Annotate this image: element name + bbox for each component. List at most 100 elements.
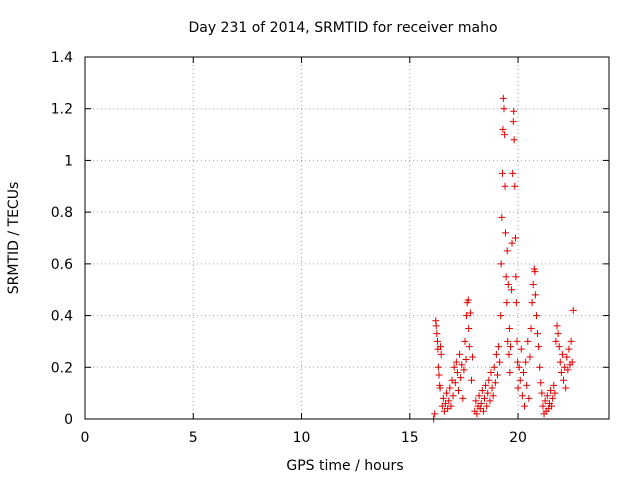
x-tick-label: 0 — [81, 430, 90, 446]
plot-frame — [84, 56, 610, 420]
data-point — [505, 325, 513, 332]
data-point — [552, 337, 560, 345]
data-point — [437, 343, 445, 351]
data-point — [485, 376, 493, 384]
data-point — [450, 363, 458, 371]
data-point — [550, 381, 558, 389]
data-point — [511, 182, 519, 190]
data-point — [564, 366, 572, 374]
data-point — [506, 343, 514, 351]
data-point — [455, 387, 463, 395]
data-point — [449, 392, 457, 400]
data-point — [548, 402, 556, 410]
y-axis-title: SRMTID / TECUs — [6, 182, 22, 295]
data-point — [543, 392, 551, 400]
data-point — [464, 296, 472, 304]
data-point — [501, 229, 509, 237]
data-point — [488, 384, 496, 392]
y-tick-label: 1 — [64, 153, 73, 169]
data-point — [523, 381, 531, 389]
data-point — [514, 358, 522, 366]
data-point — [502, 273, 510, 281]
data-point — [486, 397, 494, 405]
data-point — [510, 107, 518, 115]
data-point — [513, 337, 521, 345]
y-tick-label: 0.8 — [51, 205, 73, 221]
data-point — [459, 394, 467, 402]
data-point — [505, 350, 513, 358]
y-tick-label: 0 — [64, 412, 73, 428]
x-tick-label: 15 — [401, 430, 419, 446]
data-points — [430, 94, 577, 423]
data-point — [512, 273, 520, 281]
data-point — [510, 136, 518, 144]
data-point — [498, 213, 506, 221]
data-point — [522, 358, 530, 366]
data-point — [563, 353, 571, 361]
data-point — [489, 392, 497, 400]
data-point — [568, 358, 576, 366]
data-point — [519, 368, 527, 376]
data-point — [539, 402, 547, 410]
data-point — [445, 397, 453, 405]
data-point — [496, 358, 504, 366]
data-point — [509, 169, 517, 177]
data-point — [536, 363, 544, 371]
y-tick-label: 0.2 — [51, 360, 73, 376]
data-point — [434, 337, 442, 345]
data-point — [480, 394, 488, 402]
data-point — [509, 118, 517, 126]
y-tick-label: 0.6 — [51, 257, 73, 273]
data-point — [515, 363, 523, 371]
data-point — [487, 368, 495, 376]
data-point — [512, 299, 520, 307]
data-point — [447, 402, 455, 410]
data-point — [477, 399, 485, 407]
data-point — [565, 345, 573, 353]
data-point — [541, 397, 549, 405]
data-point — [460, 366, 468, 374]
data-point — [452, 358, 460, 366]
x-tick-label: 10 — [293, 430, 311, 446]
data-point — [511, 234, 519, 242]
data-point — [498, 169, 506, 177]
data-point — [456, 350, 464, 358]
data-point — [504, 281, 512, 289]
data-point — [560, 376, 568, 384]
data-point — [531, 268, 539, 276]
data-point — [436, 384, 444, 392]
data-point — [506, 368, 514, 376]
data-point — [468, 376, 476, 384]
data-point — [497, 312, 505, 320]
data-point — [435, 371, 443, 379]
data-point — [567, 337, 575, 345]
x-tick-label: 20 — [509, 430, 527, 446]
data-point — [518, 392, 526, 400]
data-point — [537, 379, 545, 387]
data-point — [493, 371, 501, 379]
data-point — [475, 392, 483, 400]
data-point — [529, 281, 537, 289]
data-point — [432, 322, 440, 330]
data-point — [516, 376, 524, 384]
data-point — [497, 260, 505, 268]
data-point — [534, 330, 542, 338]
data-point — [457, 374, 465, 382]
data-point — [527, 325, 535, 332]
data-point — [499, 94, 507, 102]
data-point — [466, 309, 474, 317]
data-point — [554, 330, 562, 338]
y-tick-label: 1.4 — [51, 50, 73, 66]
grid — [85, 57, 609, 419]
data-point — [434, 363, 442, 371]
y-tick-label: 1.2 — [51, 102, 73, 118]
data-point — [479, 407, 487, 415]
data-point — [524, 337, 532, 345]
data-point — [501, 131, 509, 139]
data-point — [473, 410, 481, 418]
data-point — [490, 363, 498, 371]
data-point — [492, 350, 500, 358]
data-point — [514, 384, 522, 392]
data-point — [431, 410, 439, 418]
